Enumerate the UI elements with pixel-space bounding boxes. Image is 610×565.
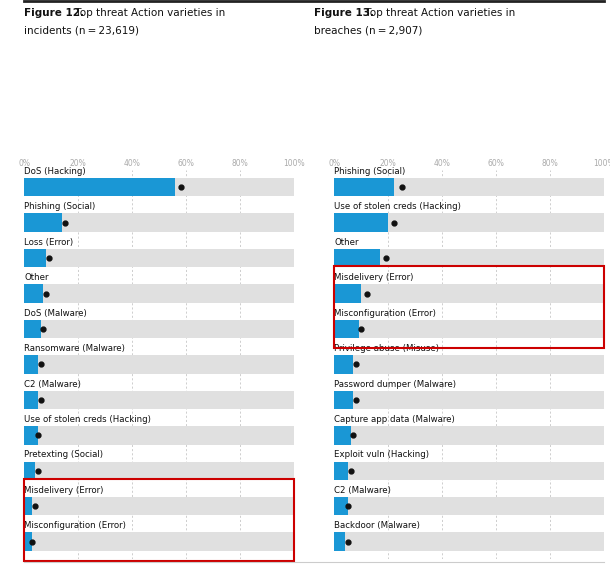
Text: incidents (n = 23,619): incidents (n = 23,619) [24, 25, 140, 36]
Bar [334, 532, 345, 551]
Bar [334, 355, 604, 373]
Text: DoS (Malware): DoS (Malware) [24, 308, 87, 318]
Text: Misconfiguration (Error): Misconfiguration (Error) [334, 308, 436, 318]
Bar [334, 320, 604, 338]
Text: Privilege abuse (Misuse): Privilege abuse (Misuse) [334, 344, 439, 353]
Bar [24, 178, 175, 197]
Bar [24, 284, 43, 303]
Text: Pretexting (Social): Pretexting (Social) [24, 450, 104, 459]
Text: Backdoor (Malware): Backdoor (Malware) [334, 521, 420, 531]
Bar [24, 214, 294, 232]
Bar [24, 479, 294, 561]
Bar [24, 214, 62, 232]
Text: Other: Other [334, 238, 359, 247]
Bar [334, 284, 361, 303]
Bar [334, 532, 604, 551]
Text: Top threat Action varieties in: Top threat Action varieties in [362, 8, 515, 19]
Bar [334, 249, 380, 267]
Bar [24, 390, 38, 409]
Bar [334, 178, 604, 197]
Bar [24, 320, 294, 338]
Bar [334, 426, 351, 445]
Text: Phishing (Social): Phishing (Social) [24, 202, 96, 211]
Bar [334, 462, 348, 480]
Bar [334, 497, 348, 515]
Bar [24, 532, 294, 551]
Text: Use of stolen creds (Hacking): Use of stolen creds (Hacking) [24, 415, 151, 424]
Bar [24, 497, 294, 515]
Bar [334, 266, 604, 348]
Bar [24, 284, 294, 303]
Text: Phishing (Social): Phishing (Social) [334, 167, 406, 176]
Bar [334, 214, 389, 232]
Bar [24, 249, 294, 267]
Text: Figure 13.: Figure 13. [314, 8, 374, 19]
Text: Figure 12.: Figure 12. [24, 8, 84, 19]
Bar [334, 497, 604, 515]
Bar [24, 426, 294, 445]
Bar [24, 390, 294, 409]
Bar [24, 462, 35, 480]
Bar [334, 178, 393, 197]
Bar [334, 462, 604, 480]
Text: Misdelivery (Error): Misdelivery (Error) [24, 486, 104, 495]
Bar [24, 249, 46, 267]
Text: C2 (Malware): C2 (Malware) [24, 380, 81, 389]
Text: breaches (n = 2,907): breaches (n = 2,907) [314, 25, 423, 36]
Bar [334, 284, 604, 303]
Text: Misdelivery (Error): Misdelivery (Error) [334, 273, 414, 282]
Text: DoS (Hacking): DoS (Hacking) [24, 167, 86, 176]
Bar [334, 390, 604, 409]
Text: Password dumper (Malware): Password dumper (Malware) [334, 380, 456, 389]
Bar [24, 497, 32, 515]
Bar [24, 320, 41, 338]
Text: Ransomware (Malware): Ransomware (Malware) [24, 344, 125, 353]
Bar [334, 355, 353, 373]
Bar [24, 426, 38, 445]
Bar [334, 426, 604, 445]
Bar [24, 355, 38, 373]
Text: Use of stolen creds (Hacking): Use of stolen creds (Hacking) [334, 202, 461, 211]
Bar [24, 532, 32, 551]
Bar [334, 249, 604, 267]
Bar [334, 214, 604, 232]
Text: Top threat Action varieties in: Top threat Action varieties in [72, 8, 225, 19]
Bar [24, 462, 294, 480]
Bar [334, 390, 353, 409]
Text: Misconfiguration (Error): Misconfiguration (Error) [24, 521, 126, 531]
Text: Loss (Error): Loss (Error) [24, 238, 74, 247]
Bar [334, 320, 359, 338]
Text: C2 (Malware): C2 (Malware) [334, 486, 391, 495]
Text: Exploit vuln (Hacking): Exploit vuln (Hacking) [334, 450, 429, 459]
Text: Other: Other [24, 273, 49, 282]
Text: Capture app data (Malware): Capture app data (Malware) [334, 415, 455, 424]
Bar [24, 355, 294, 373]
Bar [24, 178, 294, 197]
